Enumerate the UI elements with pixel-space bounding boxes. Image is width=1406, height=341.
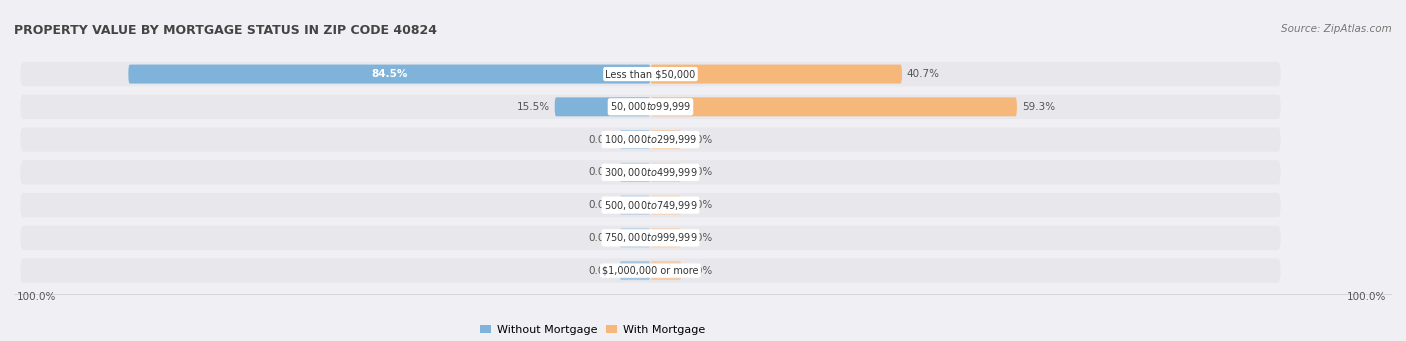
FancyBboxPatch shape xyxy=(620,261,651,280)
Text: 40.7%: 40.7% xyxy=(907,69,939,79)
Text: 0.0%: 0.0% xyxy=(686,167,713,177)
Text: $500,000 to $749,999: $500,000 to $749,999 xyxy=(603,198,697,212)
Text: Source: ZipAtlas.com: Source: ZipAtlas.com xyxy=(1281,24,1392,34)
Legend: Without Mortgage, With Mortgage: Without Mortgage, With Mortgage xyxy=(475,320,710,339)
FancyBboxPatch shape xyxy=(651,228,682,247)
Text: 0.0%: 0.0% xyxy=(588,266,614,276)
Text: 0.0%: 0.0% xyxy=(686,266,713,276)
FancyBboxPatch shape xyxy=(20,128,1281,152)
FancyBboxPatch shape xyxy=(20,193,1281,217)
Text: 0.0%: 0.0% xyxy=(588,233,614,243)
FancyBboxPatch shape xyxy=(20,95,1281,119)
Text: 0.0%: 0.0% xyxy=(588,135,614,145)
FancyBboxPatch shape xyxy=(651,163,682,182)
Text: $750,000 to $999,999: $750,000 to $999,999 xyxy=(603,231,697,244)
FancyBboxPatch shape xyxy=(20,226,1281,250)
FancyBboxPatch shape xyxy=(651,97,1017,116)
FancyBboxPatch shape xyxy=(128,64,651,84)
FancyBboxPatch shape xyxy=(620,196,651,214)
FancyBboxPatch shape xyxy=(20,160,1281,184)
Text: 0.0%: 0.0% xyxy=(588,167,614,177)
Text: 100.0%: 100.0% xyxy=(1347,293,1386,302)
Text: $300,000 to $499,999: $300,000 to $499,999 xyxy=(603,166,697,179)
Text: PROPERTY VALUE BY MORTGAGE STATUS IN ZIP CODE 40824: PROPERTY VALUE BY MORTGAGE STATUS IN ZIP… xyxy=(14,24,437,37)
Text: 0.0%: 0.0% xyxy=(686,233,713,243)
Text: 84.5%: 84.5% xyxy=(371,69,408,79)
Text: 59.3%: 59.3% xyxy=(1022,102,1054,112)
Text: 100.0%: 100.0% xyxy=(17,293,56,302)
FancyBboxPatch shape xyxy=(20,258,1281,283)
FancyBboxPatch shape xyxy=(651,196,682,214)
FancyBboxPatch shape xyxy=(620,130,651,149)
FancyBboxPatch shape xyxy=(620,228,651,247)
Text: 0.0%: 0.0% xyxy=(686,200,713,210)
Text: 0.0%: 0.0% xyxy=(588,200,614,210)
Text: $100,000 to $299,999: $100,000 to $299,999 xyxy=(603,133,697,146)
FancyBboxPatch shape xyxy=(651,130,682,149)
Text: 15.5%: 15.5% xyxy=(516,102,550,112)
FancyBboxPatch shape xyxy=(555,97,651,116)
FancyBboxPatch shape xyxy=(651,261,682,280)
FancyBboxPatch shape xyxy=(651,64,903,84)
FancyBboxPatch shape xyxy=(20,62,1281,86)
Text: $1,000,000 or more: $1,000,000 or more xyxy=(602,266,699,276)
Text: 0.0%: 0.0% xyxy=(686,135,713,145)
FancyBboxPatch shape xyxy=(620,163,651,182)
Text: $50,000 to $99,999: $50,000 to $99,999 xyxy=(610,100,692,113)
Text: Less than $50,000: Less than $50,000 xyxy=(606,69,696,79)
